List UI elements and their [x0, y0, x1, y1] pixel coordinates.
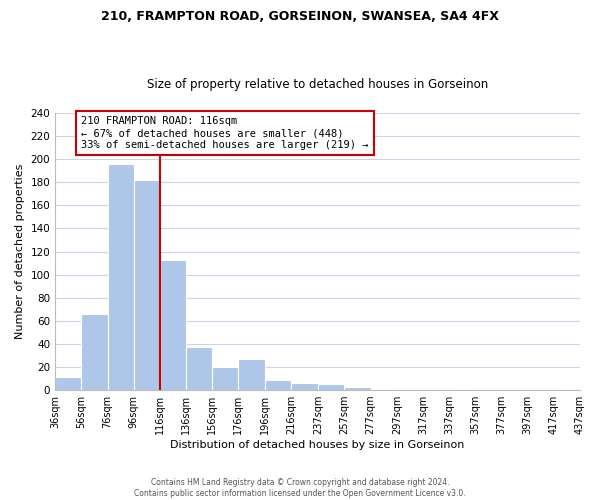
- Title: Size of property relative to detached houses in Gorseinon: Size of property relative to detached ho…: [147, 78, 488, 91]
- Text: Contains HM Land Registry data © Crown copyright and database right 2024.
Contai: Contains HM Land Registry data © Crown c…: [134, 478, 466, 498]
- Bar: [318, 384, 344, 390]
- Bar: [82, 314, 107, 390]
- Text: 210, FRAMPTON ROAD, GORSEINON, SWANSEA, SA4 4FX: 210, FRAMPTON ROAD, GORSEINON, SWANSEA, …: [101, 10, 499, 23]
- Bar: [134, 180, 160, 390]
- X-axis label: Distribution of detached houses by size in Gorseinon: Distribution of detached houses by size …: [170, 440, 465, 450]
- Bar: [55, 378, 82, 390]
- Bar: [371, 389, 397, 390]
- Bar: [107, 164, 134, 390]
- Bar: [186, 348, 212, 390]
- Bar: [212, 367, 238, 390]
- Bar: [160, 260, 186, 390]
- Bar: [291, 383, 318, 390]
- Bar: [344, 386, 371, 390]
- Bar: [449, 389, 475, 390]
- Bar: [265, 380, 291, 390]
- Bar: [238, 359, 265, 390]
- Bar: [554, 389, 580, 390]
- Text: 210 FRAMPTON ROAD: 116sqm
← 67% of detached houses are smaller (448)
33% of semi: 210 FRAMPTON ROAD: 116sqm ← 67% of detac…: [82, 116, 369, 150]
- Y-axis label: Number of detached properties: Number of detached properties: [15, 164, 25, 339]
